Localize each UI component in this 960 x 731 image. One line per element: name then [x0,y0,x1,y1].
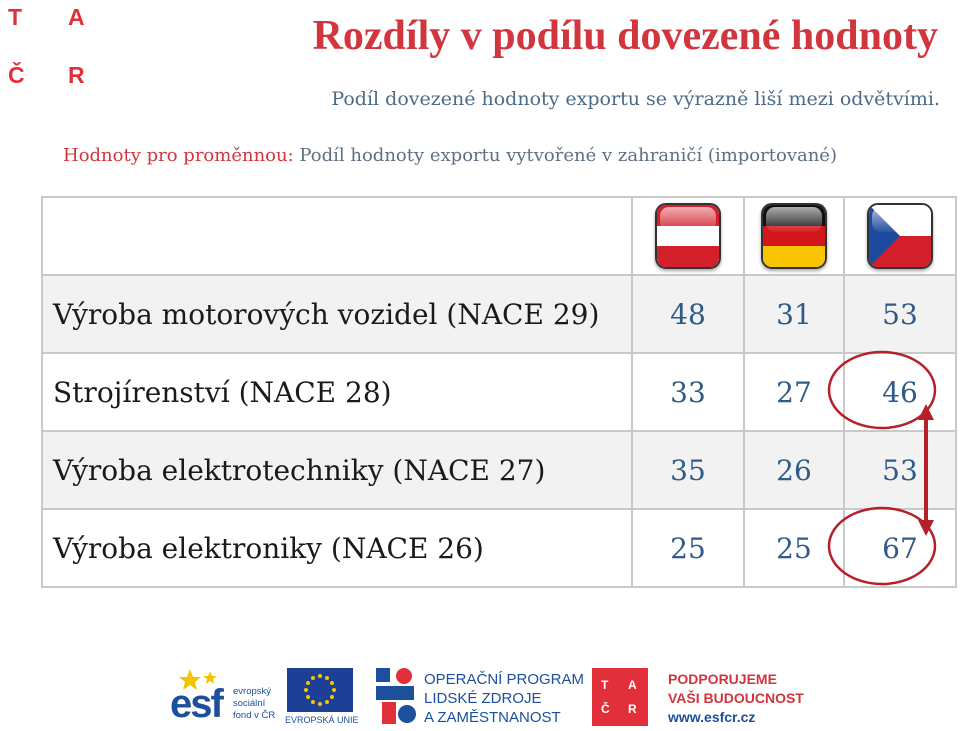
header-germany-cell [743,196,845,276]
value-czech: 53 [843,274,957,354]
value-germany: 31 [743,274,845,354]
eu-caption: EVROPSKÁ UNIE [285,715,359,725]
austria-flag-icon [655,203,721,269]
tacr-logo: T A Č R [4,4,94,94]
highlight-circle-67 [827,506,937,586]
value-germany: 27 [743,352,845,432]
logo-letter-c: Č [8,62,25,88]
header-empty-cell [41,196,633,276]
esf-mark: esf [170,682,224,726]
header-austria-cell [631,196,745,276]
header-czech-cell [843,196,957,276]
table-row: Výroba elektroniky (NACE 26) 25 25 67 [41,508,957,588]
variable-text: Podíl hodnoty exportu vytvořené v zahran… [293,145,837,166]
esf-logo: esf evropský sociální fond v ČR [170,668,280,726]
value-austria: 33 [631,352,745,432]
row-label: Výroba motorových vozidel (NACE 29) [41,274,633,354]
esf-line-3: fond v ČR [233,710,276,721]
tacr-small-c: Č [601,702,610,716]
value-austria: 25 [631,508,745,588]
double-arrow-icon [918,404,934,536]
value-austria: 48 [631,274,745,354]
value-czech: 53 [843,430,957,510]
footer-logos: esf evropský sociální fond v ČR EVROPSKÁ… [0,660,960,731]
support-url[interactable]: www.esfcr.cz [668,709,756,725]
value-czech: 46 [843,352,957,432]
tacr-small-r: R [628,702,637,716]
value-czech: 67 [843,508,957,588]
op-line-2: LIDSKÉ ZDROJE [424,690,542,707]
logo-letter-t: T [8,4,23,30]
op-line-1: OPERAČNÍ PROGRAM [424,671,585,688]
table-row: Strojírenství (NACE 28) 33 27 46 [41,352,957,432]
row-label: Výroba elektroniky (NACE 26) [41,508,633,588]
page-title: Rozdíly v podílu dovezené hodnoty [312,13,938,59]
germany-flag-icon [761,203,827,269]
tacr-small-logo: T A Č R [592,668,648,726]
table-row: Výroba motorových vozidel (NACE 29) 48 3… [41,274,957,354]
support-line-1: PODPORUJEME [668,671,777,687]
star-icon [179,669,217,690]
support-text: PODPORUJEME VAŠI BUDOUCNOST www.esfcr.cz [668,670,804,727]
tacr-small-a: A [628,678,637,692]
table-row: Výroba elektrotechniky (NACE 27) 35 26 5… [41,430,957,510]
logo-letter-r: R [68,62,85,88]
highlight-circle-46 [827,350,937,430]
op-line-3: A ZAMĚSTNANOST [424,709,561,726]
esf-line-1: evropský [233,686,272,697]
row-label: Výroba elektrotechniky (NACE 27) [41,430,633,510]
support-line-2: VAŠI BUDOUCNOST [668,690,804,706]
variable-line: Hodnoty pro proměnnou: Podíl hodnoty exp… [63,145,837,166]
esf-line-2: sociální [233,698,266,709]
table-header-row [41,196,957,276]
variable-label: Hodnoty pro proměnnou: [63,145,294,166]
logo-letter-a: A [68,4,85,30]
value-austria: 35 [631,430,745,510]
op-text: OPERAČNÍ PROGRAM LIDSKÉ ZDROJE A ZAMĚSTN… [424,670,584,727]
page-subtitle: Podíl dovezené hodnoty exportu se výrazn… [331,88,940,110]
czech-flag-icon [867,203,933,269]
tacr-small-t: T [601,678,609,692]
eu-flag-icon [287,668,353,712]
comparison-table: Výroba motorových vozidel (NACE 29) 48 3… [41,196,957,588]
op-logo-icon [374,666,418,726]
value-germany: 26 [743,430,845,510]
row-label: Strojírenství (NACE 28) [41,352,633,432]
